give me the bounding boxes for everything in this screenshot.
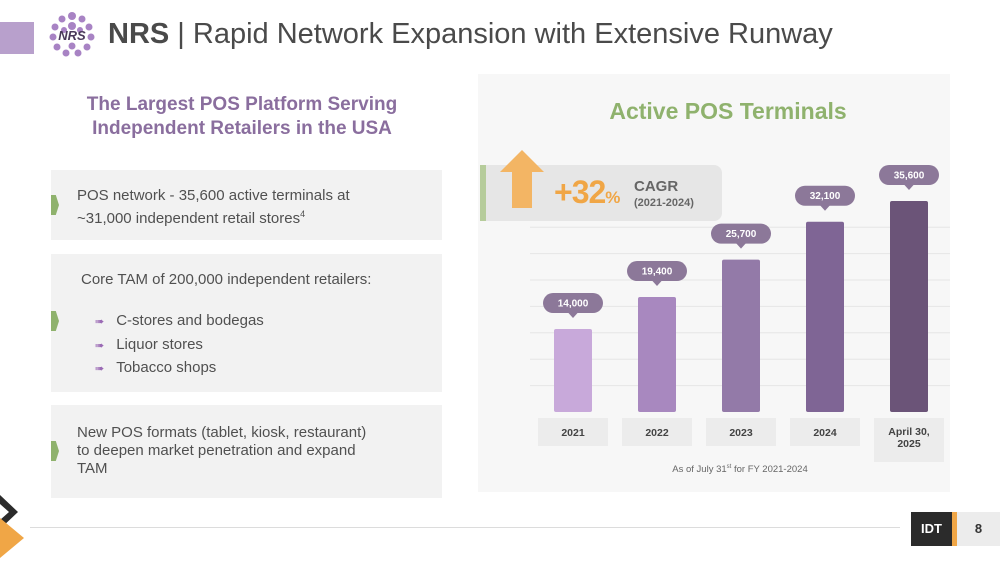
- value-bubble: [879, 165, 939, 185]
- footnote-prefix: As of July 31: [672, 464, 727, 476]
- x-tick-label: 2025: [897, 438, 921, 450]
- left-heading-line1: The Largest POS Platform Serving: [86, 94, 398, 115]
- bullet-text: Tobacco shops: [116, 359, 217, 376]
- list-item: ➠ C-stores and bodegas: [95, 310, 264, 334]
- bullet-text: Liquor stores: [116, 335, 203, 353]
- footnote-sup: st: [726, 464, 732, 470]
- tam-bullet-list: ➠ C-stores and bodegas ➠ Liquor stores ➠ To…: [95, 310, 264, 381]
- value-bubble-pointer: [652, 280, 662, 287]
- x-tick-label: 2024: [813, 427, 837, 439]
- title-text: Rapid Network Expansion with Extensive R…: [192, 18, 833, 50]
- arrow-bullet-icon: ➠: [95, 316, 105, 328]
- page-title: NRS | Rapid Network Expansion with Exten…: [108, 18, 833, 51]
- arrow-bullet-icon: ➠: [95, 363, 105, 375]
- up-arrow-icon: [500, 150, 544, 208]
- category-label-box: [538, 418, 608, 446]
- nrs-logo-text: NRS: [58, 28, 86, 43]
- company-badge: IDT: [911, 512, 952, 546]
- footer-divider: [30, 527, 900, 528]
- bar-2024: [806, 221, 844, 412]
- nrs-logo: NRS: [49, 12, 95, 57]
- card3-line2: to deepen market penetration and expand: [77, 442, 356, 459]
- category-label-box: [874, 418, 944, 462]
- value-bubble-pointer: [904, 184, 914, 190]
- cagr-value: +32%: [554, 174, 620, 211]
- info-card-network: POS network - 35,600 active terminals at…: [51, 170, 442, 240]
- cagr-unit: %: [605, 188, 620, 207]
- card1-text: POS network - 35,600 active terminals at…: [77, 187, 424, 228]
- card1-footnote-sup: 4: [300, 209, 306, 219]
- chevron-right-icon: [51, 311, 59, 331]
- title-separator: |: [169, 18, 193, 50]
- chart-title: Active POS Terminals: [609, 98, 847, 124]
- page-number: 8: [957, 512, 1000, 546]
- left-heading-line2: Independent Retailers in the USA: [92, 118, 392, 139]
- info-card-pos-formats: New POS formats (tablet, kiosk, restaura…: [51, 405, 442, 498]
- x-tick-label: 2023: [729, 427, 753, 439]
- card2-lead: Core TAM of 200,000 independent retailer…: [81, 271, 372, 288]
- card3-line1: New POS formats (tablet, kiosk, restaura…: [77, 424, 367, 441]
- chevron-right-icon: [51, 441, 59, 461]
- data-label: 32,100: [810, 191, 841, 202]
- bar-2021: [554, 329, 592, 412]
- data-label: 35,600: [894, 171, 925, 182]
- card1-line2-wrap: ~31,000 independent retail stores4: [77, 205, 424, 228]
- x-tick-label: 2021: [561, 427, 585, 439]
- value-bubble-pointer: [568, 312, 578, 319]
- title-brand: NRS: [108, 18, 170, 50]
- chart-footnote: As of July 31st for FY 2021-2024: [600, 464, 880, 475]
- cagr-range: (2021-2024): [634, 197, 694, 209]
- bar-april-30-2025: [890, 201, 928, 412]
- value-bubble: [711, 223, 771, 244]
- data-label: 19,400: [642, 267, 673, 278]
- category-label-box: [790, 418, 860, 446]
- value-bubble-pointer: [820, 205, 830, 211]
- bullet-text: C-stores and bodegas: [116, 312, 264, 329]
- value-bubble: [627, 261, 687, 282]
- card3-text: New POS formats (tablet, kiosk, restaura…: [77, 424, 424, 478]
- badge-accent-strip: [952, 512, 957, 546]
- category-label-box: [706, 418, 776, 446]
- card1-line2: ~31,000 independent retail stores: [77, 210, 301, 227]
- value-bubble-pointer: [736, 243, 746, 249]
- x-tick-label: 2022: [645, 427, 669, 439]
- header-accent-block: [0, 22, 34, 54]
- info-card-tam: Core TAM of 200,000 independent retailer…: [51, 254, 442, 392]
- list-item: ➠ Liquor stores: [95, 334, 264, 358]
- cagr-label: CAGR: [634, 178, 679, 195]
- bar-2023: [722, 259, 760, 412]
- footnote-suffix: for FY 2021-2024: [731, 464, 808, 476]
- value-bubble: [543, 293, 603, 314]
- card1-line1: POS network - 35,600 active terminals at: [77, 187, 350, 204]
- bar-2022: [638, 297, 676, 412]
- chevron-right-icon: [51, 195, 59, 215]
- data-label: 14,000: [558, 299, 589, 310]
- arrow-bullet-icon: ➠: [95, 339, 105, 352]
- list-item: ➠ Tobacco shops: [95, 357, 264, 381]
- left-heading: The Largest POS Platform Serving Indepen…: [60, 93, 424, 141]
- category-label-box: [622, 418, 692, 446]
- corner-chevron-decoration: [0, 495, 24, 558]
- cagr-number: +32: [554, 174, 606, 210]
- x-tick-label: April 30,: [888, 426, 930, 438]
- data-label: 25,700: [726, 229, 757, 240]
- card3-line3: TAM: [77, 460, 108, 477]
- value-bubble: [795, 185, 855, 206]
